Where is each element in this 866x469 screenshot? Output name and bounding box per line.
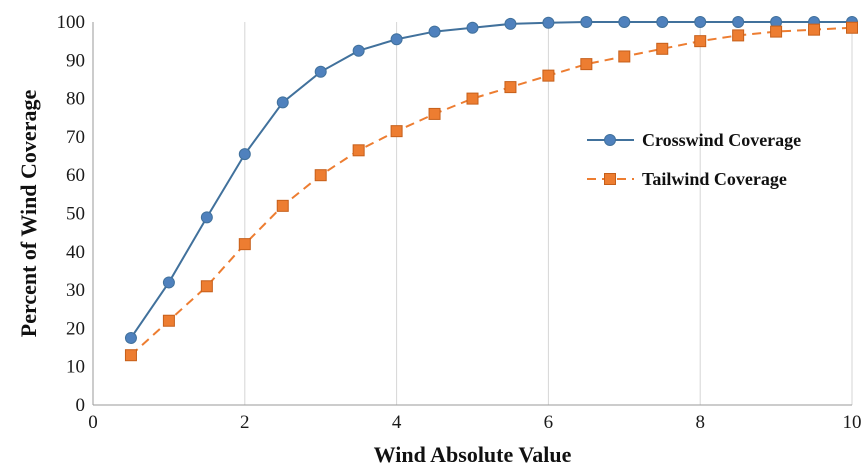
y-tick-label: 20 [66, 318, 85, 339]
series-2 [124, 21, 858, 362]
legend-item: Crosswind Coverage [587, 130, 801, 150]
grid-lines [244, 22, 853, 405]
data-point [200, 211, 213, 224]
y-axis-title: Percent of Wind Coverage [16, 90, 41, 338]
y-tick-label: 0 [76, 395, 86, 416]
x-tick-label: 4 [392, 412, 402, 433]
data-point [352, 144, 365, 157]
data-point [314, 65, 327, 78]
data-point [732, 29, 745, 42]
data-point [124, 331, 137, 344]
data-point [656, 16, 669, 28]
data-point [770, 25, 783, 38]
data-point [846, 21, 858, 34]
series-line [130, 26, 853, 356]
legend: Crosswind Coverage Tailwind Coverage [587, 130, 801, 189]
series-1 [124, 16, 858, 344]
data-point [542, 69, 555, 82]
data-point [618, 16, 631, 28]
x-tick-label: 6 [544, 412, 554, 433]
data-point [466, 92, 479, 105]
y-tick-label: 60 [66, 165, 85, 186]
legend-label: Tailwind Coverage [642, 169, 787, 189]
series-line [130, 21, 852, 339]
y-tick-label: 40 [66, 242, 85, 263]
y-tick-label: 90 [66, 50, 85, 71]
data-point [124, 349, 137, 362]
data-point [694, 35, 707, 48]
data-point [542, 16, 555, 29]
data-point [390, 33, 403, 46]
data-point [162, 314, 175, 327]
data-point [808, 23, 821, 36]
data-point [352, 44, 365, 57]
x-axis-title: Wind Absolute Value [374, 442, 572, 467]
data-point [504, 17, 517, 30]
data-point [200, 280, 213, 293]
y-tick-label: 50 [66, 204, 85, 225]
legend-label: Crosswind Coverage [642, 130, 801, 150]
data-point [428, 107, 441, 120]
data-point [276, 96, 289, 109]
data-point [428, 25, 441, 38]
data-point [238, 238, 251, 251]
data-point [732, 16, 745, 28]
data-point [238, 148, 251, 161]
data-point [390, 125, 403, 138]
x-tick-label: 10 [843, 412, 862, 433]
legend-marker [604, 134, 616, 146]
data-point [466, 21, 479, 34]
data-point [656, 42, 669, 55]
x-tick-label: 2 [240, 412, 250, 433]
x-tick-labels: 0 2 4 6 8 10 [88, 412, 861, 433]
data-point [618, 50, 631, 63]
x-tick-label: 0 [88, 412, 98, 433]
y-tick-label: 10 [66, 357, 85, 378]
series-layer [124, 16, 858, 362]
y-tick-label: 70 [66, 127, 85, 148]
data-point [314, 169, 327, 182]
legend-item: Tailwind Coverage [587, 169, 787, 189]
data-point [276, 199, 289, 212]
y-tick-label: 100 [57, 12, 86, 33]
data-point [694, 16, 707, 28]
x-tick-label: 8 [695, 412, 705, 433]
y-tick-labels: 0 10 20 30 40 50 60 70 80 90 100 [57, 12, 86, 416]
legend-marker [604, 173, 616, 185]
data-point [580, 16, 593, 28]
data-point [504, 81, 517, 94]
axes [92, 22, 852, 406]
data-point [162, 276, 175, 289]
y-tick-label: 30 [66, 280, 85, 301]
y-tick-label: 80 [66, 89, 85, 110]
data-point [580, 58, 593, 71]
